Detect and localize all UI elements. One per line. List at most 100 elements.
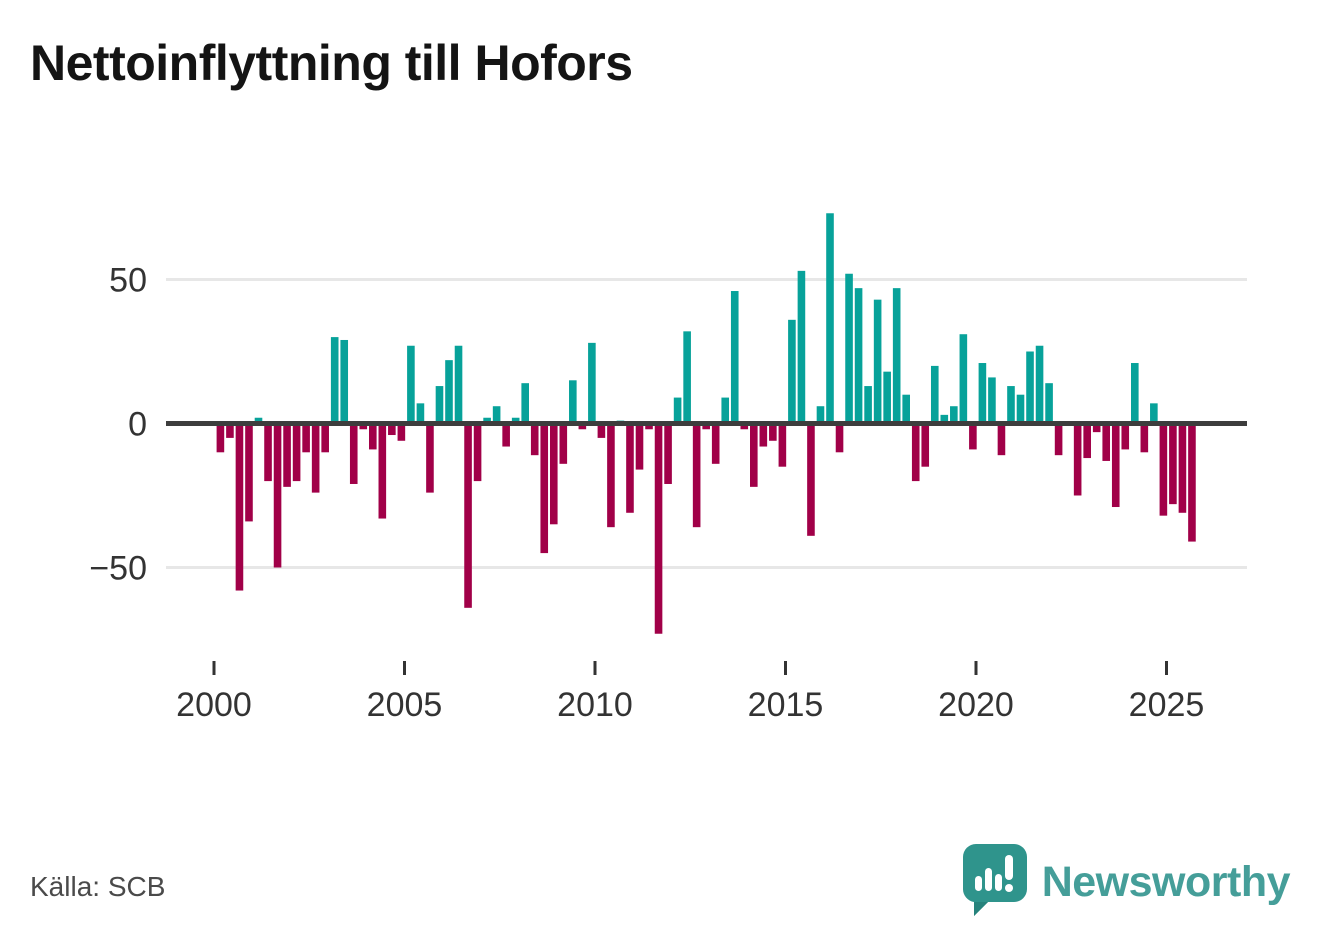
bar — [930, 365, 939, 424]
bar — [750, 423, 758, 487]
bar — [959, 334, 968, 424]
bar — [1073, 423, 1082, 496]
bar — [521, 383, 529, 424]
y-tick-label: −50 — [89, 550, 147, 588]
bar — [245, 423, 253, 522]
bar — [311, 423, 320, 493]
bar — [826, 213, 834, 424]
bar — [654, 423, 663, 634]
bar — [511, 417, 520, 424]
bar — [1111, 423, 1120, 508]
bar — [940, 414, 949, 424]
bar — [388, 423, 396, 436]
bar — [492, 406, 501, 424]
bar — [988, 377, 996, 424]
x-tick-label: 2005 — [367, 686, 443, 724]
bar — [330, 337, 339, 424]
bar — [788, 319, 796, 424]
bar — [921, 423, 930, 467]
bar — [321, 423, 329, 453]
bar — [883, 371, 891, 424]
bar — [969, 423, 977, 450]
x-tick-label: 2025 — [1129, 686, 1205, 724]
bar — [1102, 423, 1111, 461]
bar — [997, 423, 1006, 456]
bar — [816, 406, 825, 424]
bar — [740, 423, 749, 430]
zero-axis-line — [166, 421, 1247, 426]
y-tick-label: 0 — [128, 406, 147, 444]
source-caption: Källa: SCB — [30, 871, 166, 902]
bar — [683, 331, 691, 424]
bar — [578, 423, 587, 430]
bar — [1026, 351, 1034, 424]
bar — [607, 423, 615, 528]
bar — [807, 423, 815, 536]
bar — [778, 423, 787, 467]
bar — [559, 423, 568, 464]
bar — [359, 423, 368, 430]
bar — [445, 360, 453, 424]
bar — [711, 423, 720, 464]
bar — [1083, 423, 1091, 459]
bar — [1159, 423, 1168, 516]
bar — [292, 423, 301, 482]
bar — [597, 423, 606, 438]
bar — [435, 386, 444, 424]
bar — [483, 417, 491, 424]
bar — [407, 345, 415, 424]
bar — [216, 423, 225, 453]
bar — [854, 288, 863, 424]
bar — [664, 423, 672, 484]
bar — [1140, 423, 1149, 453]
bar — [473, 423, 482, 482]
bar — [626, 423, 634, 513]
bar — [254, 417, 263, 424]
x-tick-label: 2000 — [176, 686, 252, 724]
bar — [1121, 423, 1130, 450]
bar — [759, 423, 768, 447]
bar — [864, 386, 872, 424]
bar — [892, 288, 901, 424]
bar — [1045, 383, 1053, 424]
bar — [692, 423, 701, 528]
bar — [721, 397, 730, 424]
bar — [302, 423, 310, 453]
bar — [530, 423, 539, 456]
bar — [950, 406, 958, 424]
bar — [1169, 423, 1177, 505]
bar — [769, 423, 777, 441]
bar — [1150, 403, 1158, 424]
bar — [369, 423, 377, 450]
x-tick-label: 2020 — [938, 686, 1014, 724]
bar — [673, 397, 682, 424]
bar — [1035, 345, 1044, 424]
newsworthy-logo: Newsworthy — [962, 843, 1291, 921]
bar — [730, 291, 739, 424]
bar — [1092, 423, 1101, 433]
bar — [273, 423, 282, 568]
bar — [235, 423, 244, 591]
bar — [549, 423, 558, 525]
bar — [416, 403, 425, 424]
y-tick-label: 50 — [109, 262, 147, 300]
bar — [464, 423, 472, 608]
bar — [340, 339, 349, 424]
bar — [426, 423, 434, 493]
bar — [540, 423, 549, 554]
bar — [702, 423, 710, 430]
bar — [645, 423, 653, 430]
bar — [1007, 386, 1015, 424]
bar — [349, 423, 358, 484]
page-title: Nettoinflyttning till Hofors — [30, 35, 633, 91]
bar — [397, 423, 406, 441]
x-tick-label: 2015 — [748, 686, 824, 724]
bar — [588, 342, 596, 424]
bar — [264, 423, 272, 482]
newsworthy-logo-text: Newsworthy — [1041, 857, 1291, 906]
x-tick-label: 2010 — [557, 686, 633, 724]
bar — [902, 394, 910, 424]
bar — [454, 345, 463, 424]
bar — [797, 270, 806, 424]
